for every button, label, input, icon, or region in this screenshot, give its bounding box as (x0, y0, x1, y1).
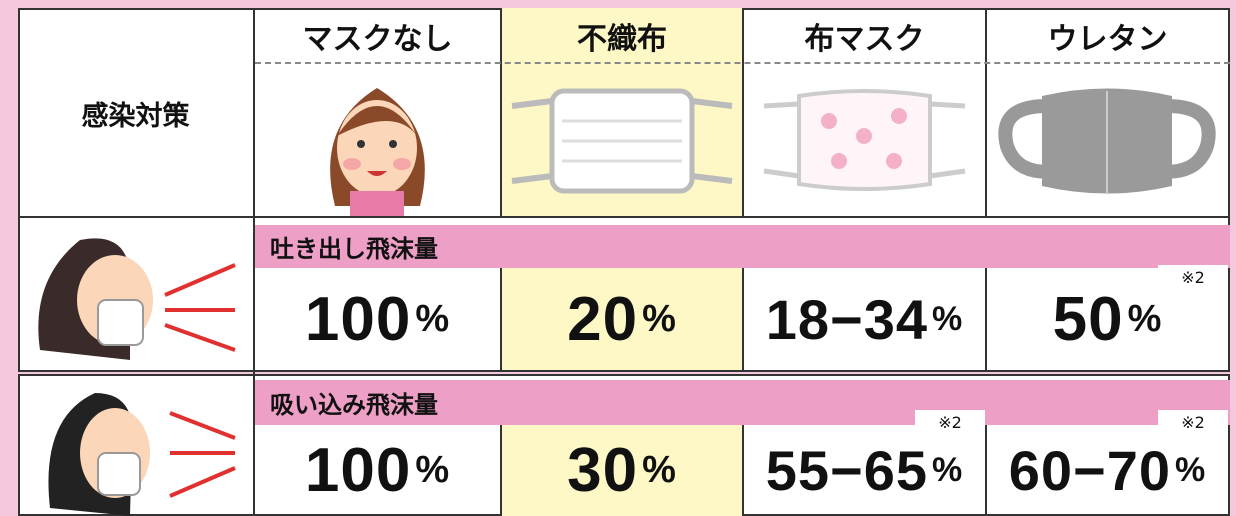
column-header: 布マスク (804, 22, 925, 57)
value: 100 (304, 436, 412, 505)
value: 100 (304, 284, 412, 354)
value: 55−65 (765, 439, 929, 502)
column-header: ウレタン (1047, 22, 1168, 57)
icons (998, 88, 1216, 194)
unit: % (415, 297, 451, 340)
icons (511, 88, 733, 194)
value: 30 (567, 436, 639, 505)
section-label: 吐き出し飛沫量 (270, 235, 438, 263)
value-cell: 50% (987, 268, 1228, 370)
rule (742, 8, 744, 218)
footnote-mark: ※2 (1158, 265, 1228, 289)
footnote-mark: ※2 (1158, 410, 1228, 434)
unit: % (1175, 451, 1207, 489)
value-cell: 18−34% (744, 268, 985, 370)
highlight (500, 425, 742, 516)
icons (48, 393, 236, 516)
value-cell: 20% (502, 268, 742, 370)
unit: % (642, 297, 677, 340)
rule (985, 268, 987, 370)
row-label: 感染対策 (81, 100, 190, 132)
rule (985, 8, 987, 218)
rule (742, 425, 744, 516)
value-cell: 30% (502, 425, 742, 516)
highlight (500, 268, 742, 370)
footnote-mark: ※2 (915, 410, 985, 434)
unit: % (932, 299, 964, 338)
value: 18−34 (765, 287, 929, 351)
section-band (253, 225, 1230, 268)
section-band (253, 380, 1230, 425)
column-header: マスクなし (302, 22, 453, 57)
rule (500, 8, 502, 218)
value: 20 (567, 284, 639, 354)
rule (18, 216, 1230, 218)
rule (742, 268, 744, 370)
rule (500, 425, 502, 516)
unit: % (1127, 297, 1163, 340)
value-cell: 100% (255, 268, 500, 370)
value-cell: 60−70% (987, 425, 1228, 516)
column-header: 不織布 (577, 22, 667, 57)
rule (985, 425, 987, 516)
section-label: 吸い込み飛沫量 (270, 391, 438, 419)
value: 60−70 (1008, 439, 1172, 502)
dashed-rule (255, 62, 1230, 64)
rule (500, 268, 502, 370)
value-cell: 55−65% (744, 425, 985, 516)
value-cell: 100% (255, 425, 500, 516)
value: 50 (1052, 284, 1124, 354)
rule (253, 8, 255, 516)
unit: % (642, 449, 677, 491)
icons (330, 88, 425, 216)
unit: % (415, 449, 451, 491)
icons (38, 238, 236, 360)
unit: % (932, 451, 964, 489)
icons (763, 89, 966, 191)
rule (18, 370, 1230, 376)
